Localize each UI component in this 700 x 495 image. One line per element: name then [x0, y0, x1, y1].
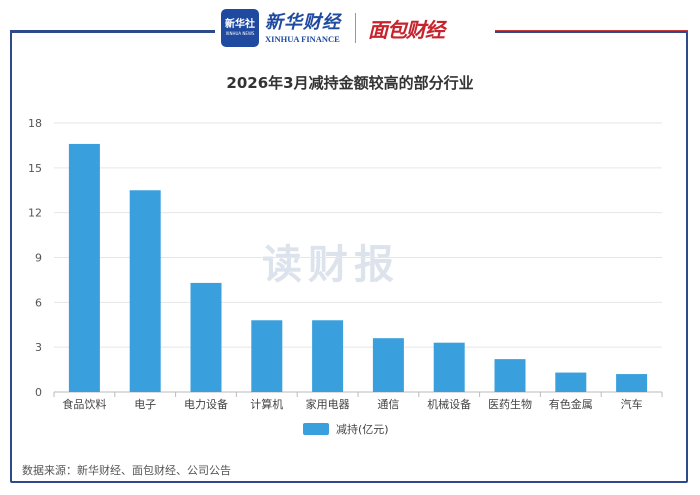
bar: [251, 320, 283, 392]
bar: [372, 338, 404, 392]
x-tick-label: 电力设备: [184, 397, 228, 411]
brand-header: 新华社 XINHUA NEWS 新华财经 XINHUA FINANCE 面包财经: [215, 6, 495, 50]
xinhua-finance-logo: 新华财经 XINHUA FINANCE: [265, 12, 341, 44]
x-tick-label: 汽车: [621, 397, 643, 411]
y-tick-label: 0: [35, 386, 42, 399]
bar: [433, 342, 465, 392]
x-tick-label: 医药生物: [488, 397, 532, 411]
bar: [555, 372, 587, 392]
chart-title: 2026年3月减持金额较高的部分行业: [226, 74, 474, 92]
data-source: 数据来源：新华财经、面包财经、公司公告: [22, 464, 231, 477]
x-tick-label: 机械设备: [427, 397, 471, 411]
x-tick-label: 有色金属: [549, 397, 593, 411]
xinhua-badge-text: 新华社: [225, 19, 255, 30]
bar: [129, 190, 161, 392]
y-tick-label: 9: [35, 252, 42, 265]
bar: [616, 374, 648, 392]
bar: [312, 320, 344, 392]
legend-label: 减持(亿元): [336, 422, 389, 436]
x-tick-label: 电子: [134, 398, 156, 411]
y-tick-label: 6: [35, 296, 42, 309]
bar: [494, 359, 526, 392]
bar: [68, 143, 100, 392]
xinhua-logo-icon: 新华社 XINHUA NEWS: [221, 9, 259, 47]
y-tick-label: 18: [28, 117, 42, 130]
watermark: 读财报: [262, 242, 400, 288]
x-tick-label: 食品饮料: [62, 397, 106, 411]
header-divider: [355, 13, 356, 43]
y-tick-label: 12: [28, 207, 42, 220]
mianbao-logo: 面包财经: [368, 17, 445, 42]
x-tick-label: 通信: [377, 398, 399, 411]
bar: [190, 282, 222, 392]
x-tick-label: 家用电器: [306, 397, 350, 411]
y-tick-label: 15: [28, 162, 42, 175]
legend-swatch: [303, 423, 329, 435]
xinhua-badge-sub: XINHUA NEWS: [225, 31, 255, 36]
xinhua-finance-cn: 新华财经: [265, 12, 341, 33]
x-tick-label: 计算机: [250, 397, 283, 411]
y-tick-label: 3: [35, 341, 42, 354]
xinhua-finance-en: XINHUA FINANCE: [265, 34, 340, 44]
